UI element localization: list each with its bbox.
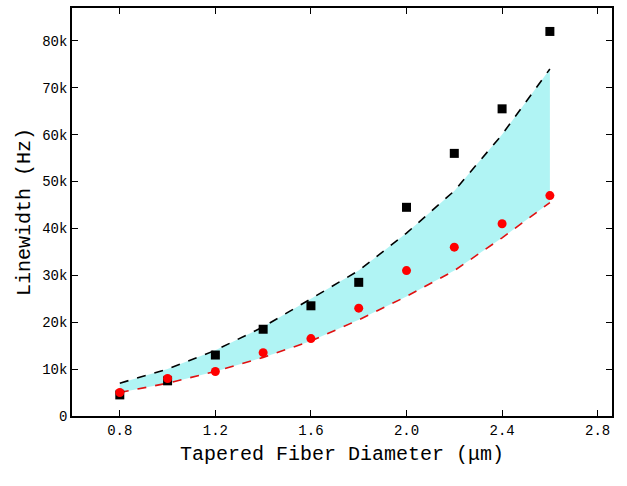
svg-text:1.2: 1.2 bbox=[203, 423, 228, 439]
svg-text:70k: 70k bbox=[42, 81, 67, 97]
svg-text:1.6: 1.6 bbox=[298, 423, 323, 439]
svg-text:0.8: 0.8 bbox=[107, 423, 132, 439]
svg-text:Tapered Fiber Diameter (μm): Tapered Fiber Diameter (μm) bbox=[180, 443, 504, 466]
svg-text:20k: 20k bbox=[42, 315, 67, 331]
svg-text:50k: 50k bbox=[42, 174, 67, 190]
svg-text:30k: 30k bbox=[42, 268, 67, 284]
svg-text:Linewidth (Hz): Linewidth (Hz) bbox=[13, 128, 36, 296]
svg-text:80k: 80k bbox=[42, 34, 67, 50]
svg-text:40k: 40k bbox=[42, 221, 67, 237]
svg-text:0: 0 bbox=[59, 409, 67, 425]
svg-text:2.8: 2.8 bbox=[585, 423, 610, 439]
svg-text:2.4: 2.4 bbox=[489, 423, 514, 439]
svg-text:2.0: 2.0 bbox=[394, 423, 419, 439]
svg-text:60k: 60k bbox=[42, 128, 67, 144]
svg-text:10k: 10k bbox=[42, 362, 67, 378]
